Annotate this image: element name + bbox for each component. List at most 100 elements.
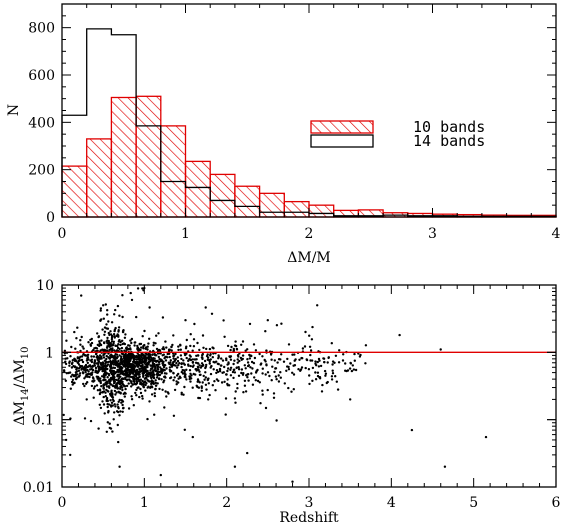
scatter-point [112, 340, 116, 343]
scatter-point [123, 363, 127, 366]
scatter-point [254, 379, 257, 382]
scatter-point [287, 386, 290, 390]
scatter-point [310, 338, 314, 341]
scatter-point [72, 374, 76, 377]
scatter-point [123, 336, 127, 339]
scatter-point [320, 390, 324, 393]
scatter-point [91, 371, 94, 374]
scatter-point [179, 354, 183, 357]
scatter-point [324, 372, 328, 375]
scatter-point [364, 362, 367, 365]
scatter-point [105, 380, 109, 383]
scatter-y-tick-label: 1 [45, 345, 54, 361]
scatter-point [202, 374, 205, 378]
scatter-point [232, 376, 235, 380]
scatter-point [168, 362, 171, 366]
histogram-panel: 0 1 2 3 4 0 200 400 600 800 ΔM/M N 10 bands 14 ba… [6, 3, 561, 266]
scatter-point [117, 326, 121, 329]
scatter-point [235, 348, 239, 351]
scatter-x-tick-label: 4 [387, 495, 396, 511]
scatter-point [292, 373, 296, 376]
scatter-point [282, 360, 286, 363]
scatter-point [90, 337, 94, 341]
scatter-point [291, 371, 294, 374]
scatter-point [82, 382, 85, 386]
scatter-point [182, 393, 185, 396]
legend-label-10-bands: 10 bands [413, 118, 485, 136]
scatter-point [113, 329, 116, 333]
scatter-point [135, 315, 138, 319]
scatter-point [76, 361, 80, 365]
scatter-point [147, 356, 151, 360]
scatter-point [251, 383, 255, 386]
scatter-point [236, 354, 240, 357]
scatter-point [120, 355, 123, 358]
scatter-point [331, 363, 334, 366]
scatter-point [236, 358, 239, 361]
scatter-point [244, 390, 248, 393]
scatter-point [104, 391, 107, 394]
scatter-point [111, 384, 115, 388]
scatter-point [62, 369, 66, 372]
scatter-point [178, 362, 181, 365]
scatter-point [222, 319, 225, 322]
scatter-point [180, 365, 183, 369]
scatter-point [76, 373, 79, 376]
scatter-point [138, 375, 141, 378]
scatter-point [117, 387, 120, 390]
scatter-point [364, 344, 368, 347]
scatter-point [109, 342, 113, 345]
scatter-point [135, 394, 138, 397]
scatter-point [90, 373, 94, 376]
scatter-point [78, 372, 82, 375]
scatter-point [316, 360, 319, 364]
scatter-point [226, 378, 229, 381]
scatter-point [203, 359, 207, 363]
scatter-point [245, 374, 248, 377]
scatter-point [179, 348, 182, 351]
scatter-point [192, 364, 195, 367]
scatter-point [109, 367, 113, 370]
hist-10-bands-bar [184, 160, 211, 218]
scatter-point [227, 362, 230, 365]
scatter-point [158, 387, 161, 391]
scatter-point [76, 357, 80, 360]
scatter-point [75, 368, 78, 371]
scatter-point [96, 389, 100, 392]
scatter-point [137, 358, 140, 361]
scatter-point [103, 359, 107, 362]
scatter-point [136, 372, 140, 375]
scatter-point [80, 355, 84, 358]
scatter-point [196, 365, 200, 368]
scatter-point [233, 465, 237, 468]
scatter-point [105, 340, 108, 343]
scatter-point [124, 387, 127, 391]
scatter-point [243, 379, 247, 382]
scatter-point [208, 393, 211, 397]
scatter-point [218, 367, 222, 371]
scatter-point [264, 373, 267, 376]
scatter-point [236, 382, 239, 386]
scatter-point [104, 303, 108, 306]
scatter-point [138, 395, 141, 399]
scatter-point [83, 417, 87, 420]
scatter-point [250, 372, 253, 375]
scatter-point [232, 362, 235, 366]
scatter-point [150, 367, 154, 370]
scatter-point [172, 357, 175, 360]
scatter-point [308, 345, 312, 348]
scatter-point [197, 362, 200, 365]
scatter-point [264, 330, 267, 333]
scatter-point [149, 364, 152, 367]
histogram-x-tick-label: 0 [58, 226, 67, 242]
scatter-point [158, 373, 161, 377]
scatter-point [112, 363, 116, 366]
scatter-point [317, 357, 321, 361]
scatter-point [124, 333, 127, 336]
scatter-point [128, 369, 131, 372]
scatter-point [315, 364, 318, 367]
scatter-point [131, 383, 134, 386]
scatter-point [113, 358, 117, 362]
scatter-point [301, 347, 305, 350]
scatter-point [106, 309, 109, 312]
